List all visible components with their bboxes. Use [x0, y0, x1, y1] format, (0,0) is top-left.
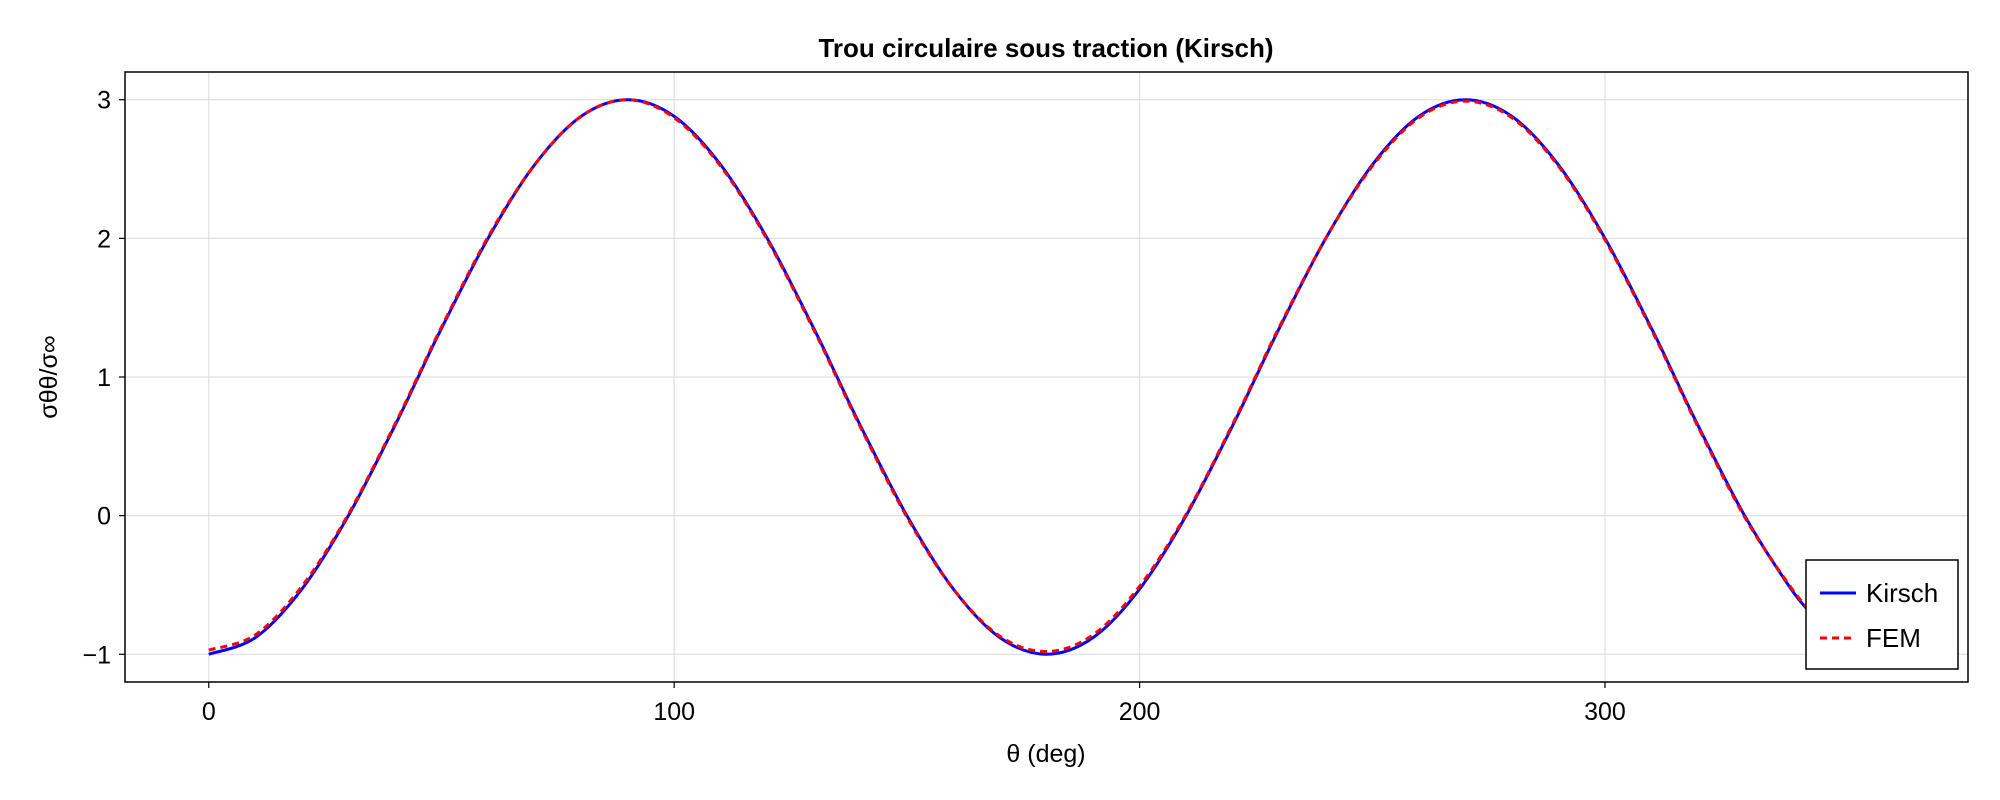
legend-box: [1805, 559, 1959, 670]
y-tick-label: 2: [97, 225, 111, 253]
x-tick-label: 200: [1119, 698, 1161, 726]
x-tick-label: 300: [1584, 698, 1626, 726]
plot-lines: [208, 98, 1816, 656]
y-tick-label: 1: [97, 364, 111, 392]
x-axis-ticks: 0 100 200 300: [202, 682, 1626, 726]
y-tick-label: 3: [97, 87, 111, 115]
x-tick-label: 0: [202, 698, 216, 726]
y-axis-ticks: −1 0 1 2 3: [82, 87, 125, 669]
x-tick-label: 100: [653, 698, 695, 726]
y-tick-label: 0: [97, 503, 111, 531]
legend: Kirsch FEM: [1805, 559, 1959, 670]
legend-label-fem: FEM: [1866, 623, 1921, 653]
series-line-fem: [208, 98, 1816, 654]
chart-title: Trou circulaire sous traction (Kirsch): [818, 33, 1273, 63]
y-axis-label: σθθ/σ∞: [35, 335, 63, 418]
legend-label-kirsch: Kirsch: [1866, 578, 1938, 608]
x-axis-label: θ (deg): [1006, 740, 1085, 768]
y-tick-label: −1: [82, 641, 111, 669]
